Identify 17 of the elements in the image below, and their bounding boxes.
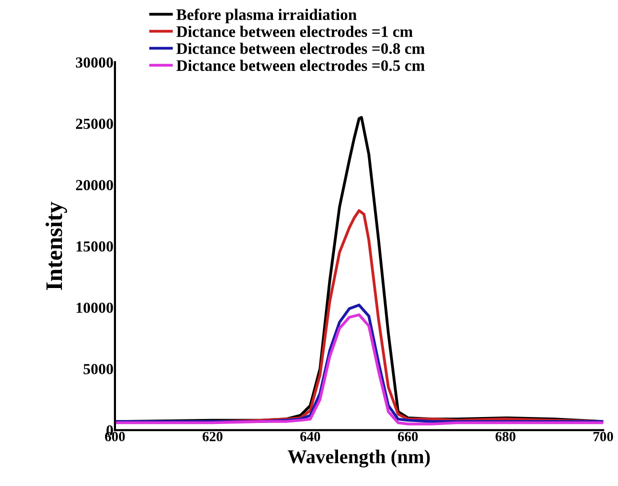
legend-label: Dictance between electrodes =1 cm — [176, 26, 413, 38]
x-tick-label: 640 — [300, 432, 320, 442]
x-tick-label: 680 — [496, 432, 516, 442]
legend-label: Before plasma irraidiation — [176, 8, 357, 24]
legend-label: Dictance between electrodes =0.5 cm — [176, 60, 425, 72]
y-tick-label: 10000 — [76, 302, 113, 313]
y-tick-label: 20000 — [76, 180, 113, 190]
legend-label: Dictance between electrodes =0.8 cm — [176, 42, 425, 54]
y-tick-label: 5000 — [84, 364, 113, 374]
y-axis-title: Intensity — [46, 202, 68, 290]
x-axis-title: Wavelength (nm) — [288, 450, 430, 468]
y-tick-label: 30000 — [76, 57, 113, 68]
x-tick-label: 620 — [202, 432, 222, 442]
x-tick-label: 660 — [398, 432, 418, 442]
x-tick-label: 700 — [594, 432, 614, 442]
y-tick-label: 15000 — [76, 241, 113, 252]
y-tick-label: 25000 — [76, 118, 113, 129]
